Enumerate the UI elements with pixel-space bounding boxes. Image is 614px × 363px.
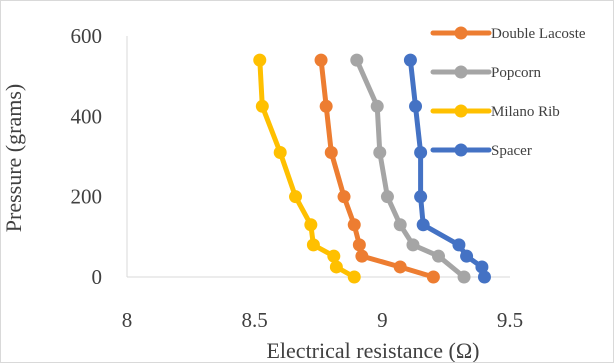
legend-label-milano-rib: Milano Rib [491,104,560,120]
data-point-popcorn [406,238,420,252]
x-tick-label: 9 [377,308,388,332]
data-point-double-lacoste [426,270,440,284]
data-point-double-lacoste [393,260,407,274]
legend-label-double-lacoste: Double Lacoste [491,26,586,42]
data-point-double-lacoste [347,218,361,232]
data-point-spacer [460,249,474,263]
data-point-spacer [409,99,423,113]
y-tick-label: 200 [71,185,103,209]
legend: Double Lacoste Popcorn Milano Rib Spacer [430,26,586,159]
data-point-double-lacoste [319,99,333,113]
data-point-milano-rib [255,99,269,113]
data-point-double-lacoste [355,249,369,263]
x-tick-label: 8 [122,308,133,332]
data-point-popcorn [350,53,364,67]
legend-marker-double-lacoste [454,26,468,40]
legend-marker-popcorn [454,65,468,79]
plot-area [253,53,491,284]
data-point-spacer [403,53,417,67]
y-tick-label: 400 [71,104,103,128]
data-point-milano-rib [306,238,320,252]
data-point-double-lacoste [314,53,328,67]
data-point-spacer [475,260,489,274]
data-point-double-lacoste [352,238,366,252]
series-line-spacer [407,57,487,280]
legend-marker-milano-rib [454,104,468,118]
x-axis-title: Electrical resistance (Ω) [266,338,479,362]
y-tick-label: 0 [92,265,103,289]
data-point-milano-rib [289,190,303,204]
data-point-milano-rib [304,218,318,232]
y-axis-title: Pressure (grams) [1,84,26,232]
legend-marker-spacer [454,143,468,157]
legend-label-spacer: Spacer [491,143,532,159]
data-point-spacer [477,270,491,284]
x-tick-label: 9.5 [497,308,523,332]
x-tick-label: 8.5 [242,308,268,332]
data-point-popcorn [380,190,394,204]
y-tick-label: 600 [71,24,103,48]
data-point-double-lacoste [324,145,338,159]
data-point-spacer [414,190,428,204]
data-point-popcorn [432,249,446,263]
data-point-spacer [416,218,430,232]
data-point-milano-rib [327,249,341,263]
data-point-spacer [414,145,428,159]
legend-label-popcorn: Popcorn [491,65,541,81]
data-point-popcorn [457,270,471,284]
data-point-popcorn [373,145,387,159]
data-point-milano-rib [347,270,361,284]
data-point-milano-rib [253,53,267,67]
data-point-double-lacoste [337,190,351,204]
data-point-milano-rib [329,260,343,274]
data-point-popcorn [393,218,407,232]
axes: 0 200 400 600 8 8.5 9 9.5 [71,24,524,332]
data-point-popcorn [370,99,384,113]
data-point-milano-rib [273,145,287,159]
data-point-spacer [452,238,466,252]
